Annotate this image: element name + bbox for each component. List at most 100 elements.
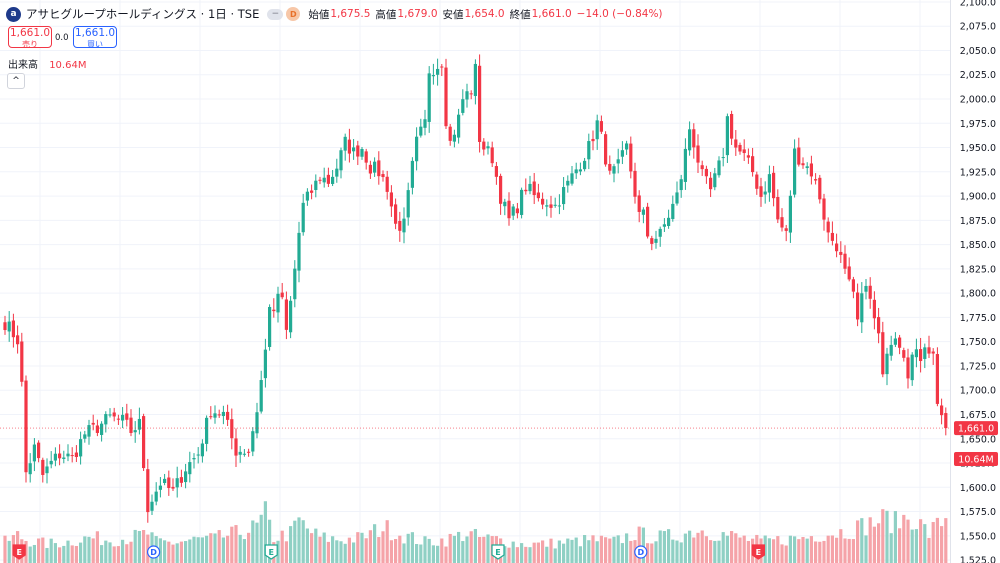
volume-bar xyxy=(360,532,364,563)
volume-bar xyxy=(919,519,923,563)
volume-bar xyxy=(242,539,246,563)
candle-body xyxy=(679,179,683,191)
collapse-chevron-icon[interactable]: ^ xyxy=(7,73,25,89)
sell-button[interactable]: 1,661.0 売り xyxy=(8,26,52,49)
volume-bar xyxy=(226,535,230,563)
event-marker-letter: E xyxy=(495,548,500,557)
volume-bar xyxy=(532,542,536,563)
candle-body xyxy=(599,121,603,132)
volume-bar xyxy=(898,528,902,563)
candle-body xyxy=(171,486,175,489)
volume-bar xyxy=(184,541,188,563)
candle-body xyxy=(192,458,196,460)
volume-bar xyxy=(578,546,582,563)
volume-bar xyxy=(95,531,99,563)
candle-body xyxy=(541,198,545,205)
candle-body xyxy=(620,150,624,157)
candle-body xyxy=(440,66,444,68)
volume-bar xyxy=(927,537,931,563)
candle-body xyxy=(53,453,57,461)
candle-body xyxy=(818,177,822,200)
volume-bar xyxy=(906,519,910,563)
candle-body xyxy=(499,175,503,204)
candle-body xyxy=(738,144,742,152)
dividend-marker xyxy=(147,545,161,559)
volume-bar xyxy=(179,541,183,563)
candle-body xyxy=(809,163,813,177)
volume-bar xyxy=(570,539,574,563)
event-marker-letter: D xyxy=(150,548,157,557)
volume-bar xyxy=(679,542,683,563)
candle-body xyxy=(385,176,389,192)
volume-bar xyxy=(650,543,654,563)
y-tick-label: 1,550.0 xyxy=(960,531,996,542)
candle-body xyxy=(179,477,183,483)
volume-bar xyxy=(100,545,104,563)
candle-body xyxy=(70,455,74,457)
dividend-marker xyxy=(634,545,648,559)
volume-bar xyxy=(625,533,629,563)
candle-body xyxy=(49,460,53,465)
candle-body xyxy=(545,205,549,207)
candle-body xyxy=(263,349,267,379)
y-tick-label: 2,100.0 xyxy=(960,0,996,8)
company-logo-icon[interactable]: a xyxy=(6,6,21,22)
candle-body xyxy=(713,173,717,188)
volume-bar xyxy=(116,546,120,563)
candle-body xyxy=(570,173,574,184)
buy-button[interactable]: 1,661.0 買い xyxy=(73,26,117,49)
candle-body xyxy=(373,161,377,173)
candle-body xyxy=(835,243,839,252)
volume-bar xyxy=(818,541,822,563)
candle-body xyxy=(431,75,435,77)
candle-body xyxy=(150,501,154,511)
volume-bar xyxy=(721,532,725,563)
volume-bar xyxy=(885,510,889,563)
volume-bar xyxy=(377,537,381,563)
candle-body xyxy=(881,332,885,375)
candle-body xyxy=(608,163,612,171)
volume-bar xyxy=(200,537,204,563)
candle-body xyxy=(58,453,62,459)
candle-body xyxy=(604,134,608,165)
symbol-title[interactable]: アサヒグループホールディングス · 1日 · TSE xyxy=(26,7,260,21)
candle-body xyxy=(780,217,784,228)
volume-bar xyxy=(205,535,209,563)
candle-body xyxy=(700,165,704,170)
candle-body xyxy=(41,459,45,475)
data-source-badge[interactable]: D xyxy=(286,7,301,21)
candle-body xyxy=(154,491,158,502)
volume-bar xyxy=(247,532,251,563)
y-tick-label: 1,775.0 xyxy=(960,313,996,324)
volume-bar xyxy=(562,543,566,563)
earnings-marker xyxy=(264,544,278,560)
volume-bar xyxy=(763,535,767,563)
candle-body xyxy=(314,180,318,191)
candle-body xyxy=(95,425,99,433)
volume-bar xyxy=(142,530,146,563)
volume-bar xyxy=(629,540,633,563)
candle-body xyxy=(209,416,213,418)
volume-bar xyxy=(944,518,948,563)
volume-bar xyxy=(444,546,448,563)
candle-body xyxy=(28,463,32,475)
candle-body xyxy=(112,412,116,417)
candle-body xyxy=(234,438,238,456)
volume-bar xyxy=(604,537,608,563)
minimize-icon[interactable]: − xyxy=(267,8,284,20)
volume-bar xyxy=(83,536,87,563)
candle-body xyxy=(356,145,360,157)
candle-body xyxy=(931,351,935,354)
volume-bar xyxy=(137,531,141,563)
volume-bar xyxy=(322,532,326,563)
candle-body xyxy=(784,228,788,231)
volume-bar xyxy=(486,534,490,563)
volume-bar xyxy=(196,537,200,563)
volume-bar xyxy=(704,536,708,563)
volume-bar xyxy=(335,540,339,563)
high-label: 高値 xyxy=(375,8,397,21)
candle-body xyxy=(74,452,78,458)
volume-bar xyxy=(87,536,91,563)
candle-body xyxy=(268,306,272,347)
